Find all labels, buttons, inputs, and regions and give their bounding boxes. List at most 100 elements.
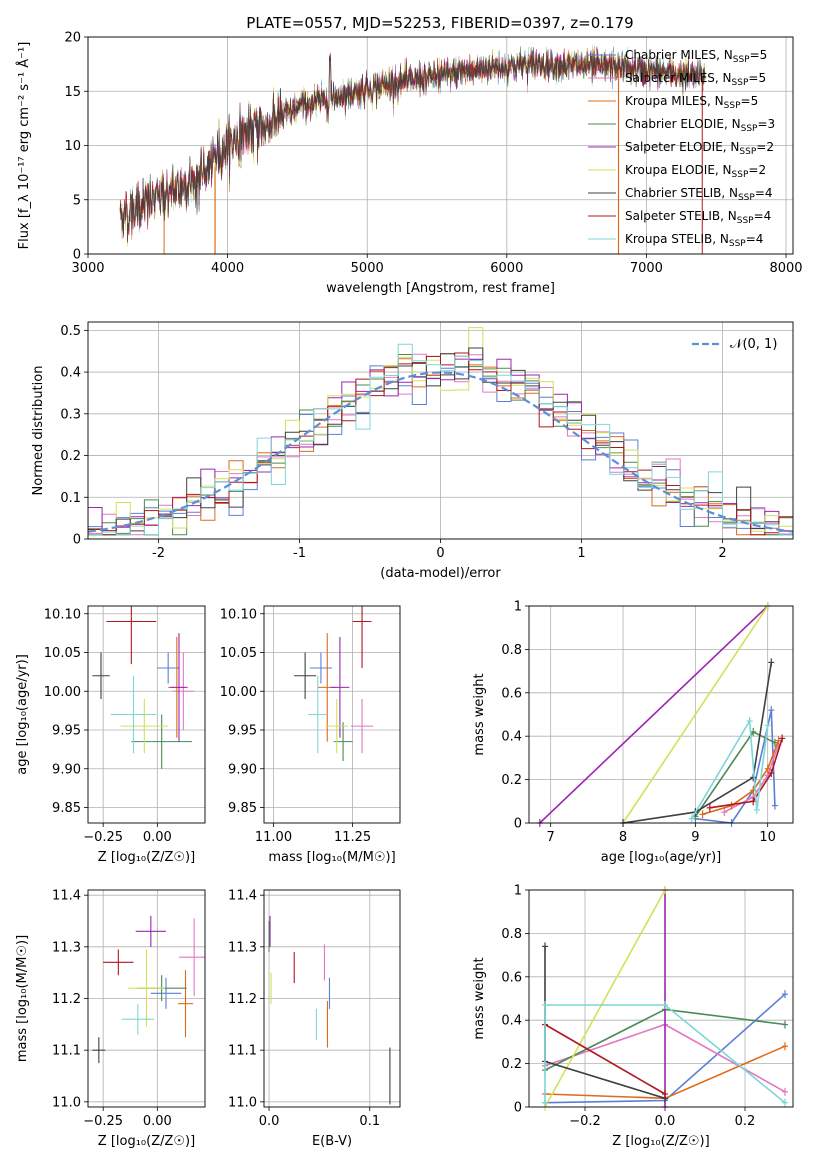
- weight-series-line: [544, 1004, 786, 1104]
- y-tick-label: 1: [514, 884, 522, 899]
- y-axis-label: Normed distribution: [31, 366, 46, 496]
- y-tick-label: 10: [64, 139, 81, 154]
- y-tick-label: 0: [514, 817, 522, 832]
- x-tick-label: 11.00: [255, 830, 292, 845]
- weight-series-line: [544, 1023, 666, 1095]
- x-axis-label: E(B-V): [312, 1134, 352, 1149]
- weight-series-line: [622, 662, 773, 823]
- x-axis-label: Z [log₁₀(Z/Z☉)]: [98, 850, 195, 865]
- y-tick-label: 0: [73, 533, 81, 548]
- legend-label: Kroupa STELIB, NSSP=4: [625, 232, 763, 249]
- x-tick-label: -2: [152, 546, 165, 561]
- spectrum-panel: 3000 4000 5000 6000 7000 8000 0 5 10 15 20 waveleng…: [16, 31, 803, 297]
- x-tick-label: 0: [436, 546, 444, 561]
- y-tick-label: 0.4: [501, 1014, 522, 1029]
- x-axis-label: wavelength [Angstrom, rest frame]: [326, 281, 555, 296]
- weight-series-line: [709, 738, 783, 809]
- y-tick-label: 11.4: [52, 889, 81, 904]
- x-axis-label: (data-model)/error: [380, 566, 501, 581]
- mass_vs_EBV-panel: 0.0 0.1 11.0 11.1 11.2 11.3 11.4 E(B-V): [228, 889, 401, 1149]
- x-tick-label: 11.25: [334, 830, 371, 845]
- x-tick-label: 0.0: [655, 1114, 676, 1129]
- x-tick-label: 0.00: [143, 1114, 172, 1129]
- x-axis-label: Z [log₁₀(Z/Z☉)]: [98, 1134, 195, 1149]
- y-tick-label: 1: [514, 600, 522, 615]
- legend-label: Kroupa MILES, NSSP=5: [625, 94, 758, 111]
- y-tick-label: 10.10: [44, 607, 81, 622]
- legend-label: Kroupa ELODIE, NSSP=2: [625, 163, 766, 180]
- y-tick-label: 0.2: [501, 773, 522, 788]
- Z_mass_weight-panel: −0.2 0.0 0.2 0 0.2 0.4 0.6 0.8 1 Z [log₁₀(Z/Z☉)] m…: [472, 884, 794, 1149]
- y-tick-label: 0: [73, 248, 81, 263]
- age_mass_weight-panel: 7 8 9 10 0 0.2 0.4 0.6 0.8 1 age [log₁₀(age/yr)] ma…: [472, 600, 794, 865]
- y-tick-label: 10.00: [220, 685, 257, 700]
- x-tick-label: 10: [759, 830, 776, 845]
- y-tick-label: 0.8: [501, 643, 522, 658]
- y-tick-label: 0.4: [501, 730, 522, 745]
- y-tick-label: 0.2: [60, 449, 81, 464]
- weight-series-line: [622, 606, 769, 823]
- axes-frame: [528, 889, 794, 1108]
- y-tick-label: 0.6: [501, 970, 522, 985]
- x-tick-label: 1: [577, 546, 585, 561]
- x-tick-label: 8: [619, 830, 627, 845]
- y-tick-label: 11.0: [228, 1095, 257, 1110]
- figure-title: PLATE=0557, MJD=52253, FIBERID=0397, z=0…: [246, 14, 633, 32]
- residuals-panel: -2 -1 0 1 2 0 0.1 0.2 0.3 0.4 0.5 (data-model)/erro…: [31, 321, 794, 581]
- x-tick-label: 8000: [769, 261, 802, 276]
- y-tick-label: 11.4: [228, 889, 257, 904]
- legend-label: Chabrier STELIB, NSSP=4: [625, 186, 773, 203]
- x-tick-label: −0.25: [83, 830, 123, 845]
- y-tick-label: 9.90: [52, 762, 81, 777]
- legend-label: 𝒩(0, 1): [730, 337, 777, 352]
- spectrum-series-line: [119, 47, 706, 241]
- axes-frame: [87, 605, 206, 824]
- y-tick-label: 0.2: [501, 1057, 522, 1072]
- x-tick-label: −0.2: [569, 1114, 601, 1129]
- y-tick-label: 11.2: [228, 992, 257, 1007]
- y-axis-label: mass [log₁₀(M/M☉)]: [15, 935, 30, 1062]
- y-tick-label: 9.95: [228, 724, 257, 739]
- age_vs_mass-panel: 11.00 11.25 9.85 9.90 9.95 10.00 10.05 10.10 mas…: [220, 605, 401, 865]
- axes-frame: [263, 889, 401, 1108]
- x-tick-label: 0.1: [359, 1114, 380, 1129]
- x-tick-label: 9: [691, 830, 699, 845]
- mass_vs_Z-panel: −0.25 0.00 11.0 11.1 11.2 11.3 11.4 Z [log₁₀(Z/…: [15, 889, 206, 1149]
- weight-series-line: [544, 890, 666, 1107]
- y-tick-label: 10.10: [220, 607, 257, 622]
- legend-label: Salpeter MILES, NSSP=5: [625, 71, 766, 88]
- axes-frame: [528, 605, 794, 824]
- y-tick-label: 9.95: [52, 724, 81, 739]
- axes-frame: [87, 321, 794, 540]
- y-axis-label: Flux [f_λ 10⁻¹⁷ erg cm⁻² s⁻¹ Å⁻¹]: [16, 42, 32, 250]
- y-tick-label: 9.90: [228, 762, 257, 777]
- x-axis-label: Z [log₁₀(Z/Z☉)]: [612, 1134, 709, 1149]
- y-tick-label: 11.1: [228, 1044, 257, 1059]
- y-axis-label: mass weight: [472, 673, 487, 755]
- y-axis-label: mass weight: [472, 957, 487, 1039]
- y-tick-label: 15: [64, 85, 81, 100]
- x-tick-label: 3000: [71, 261, 104, 276]
- y-axis-label: age [log₁₀(age/yr)]: [15, 654, 30, 775]
- y-tick-label: 0.8: [501, 927, 522, 942]
- x-tick-label: 4000: [211, 261, 244, 276]
- y-tick-label: 0.6: [501, 686, 522, 701]
- y-tick-label: 0.5: [60, 324, 81, 339]
- y-tick-label: 11.1: [52, 1044, 81, 1059]
- x-tick-label: 2: [718, 546, 726, 561]
- x-axis-label: mass [log₁₀(M/M☉)]: [268, 850, 395, 865]
- x-tick-label: 0.00: [143, 830, 172, 845]
- y-tick-label: 0.3: [60, 407, 81, 422]
- legend-label: Chabrier ELODIE, NSSP=3: [625, 117, 775, 134]
- normal-reference-curve: [88, 371, 793, 533]
- weight-series-line: [691, 718, 769, 820]
- x-tick-label: 7: [547, 830, 555, 845]
- y-tick-label: 0: [514, 1101, 522, 1116]
- x-tick-label: 6000: [490, 261, 523, 276]
- x-tick-label: 0.0: [259, 1114, 280, 1129]
- y-tick-label: 11.0: [52, 1095, 81, 1110]
- legend-label: Salpeter STELIB, NSSP=4: [625, 209, 771, 226]
- weight-series-line: [539, 606, 769, 823]
- y-tick-label: 5: [73, 193, 81, 208]
